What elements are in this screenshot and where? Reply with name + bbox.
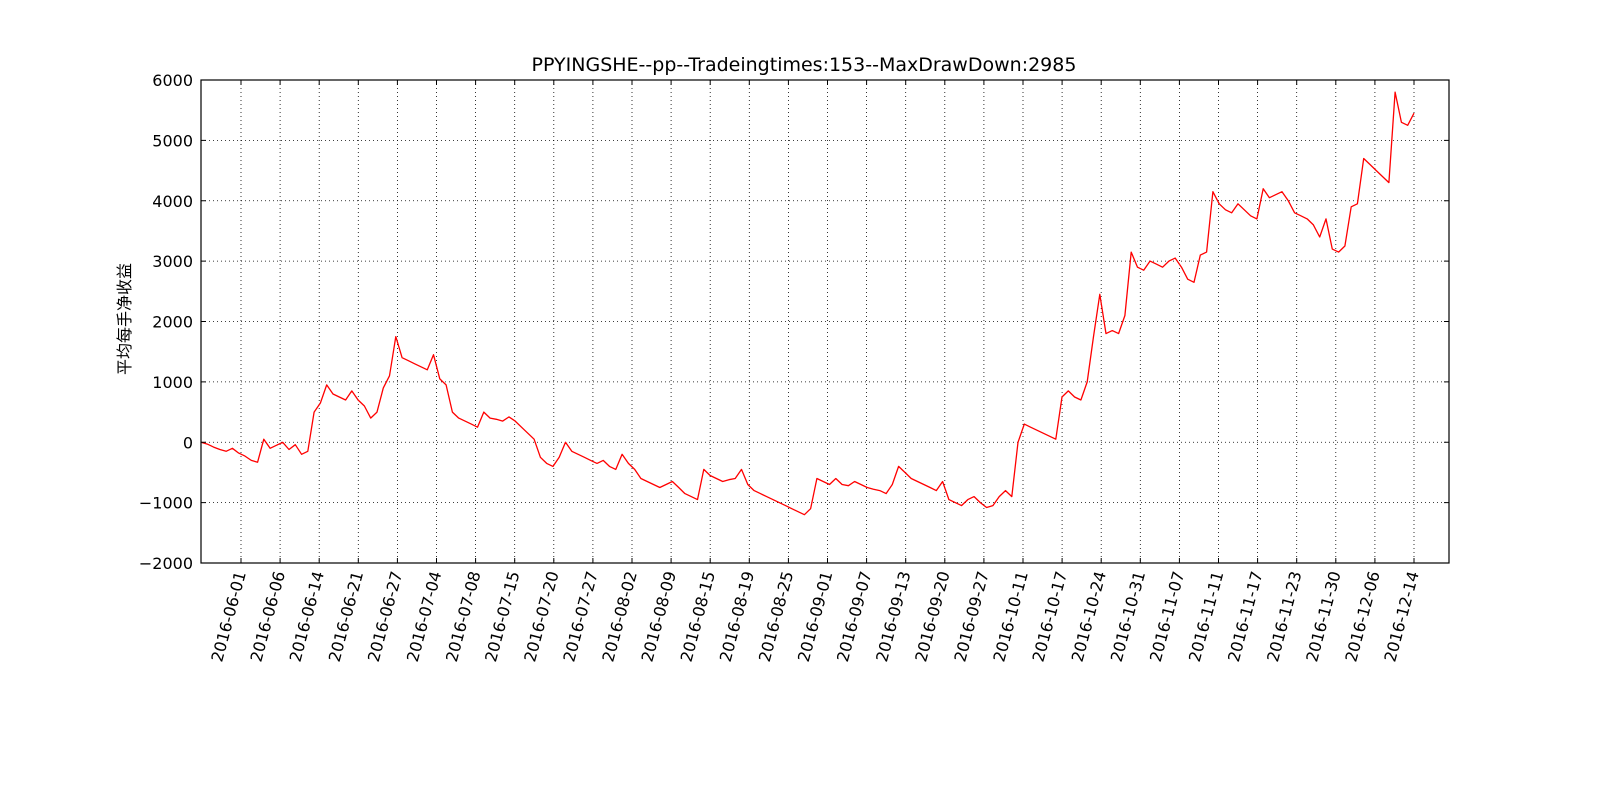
y-tick-label: 6000 <box>152 71 193 90</box>
y-axis-label: 平均每手净收益 <box>115 263 134 375</box>
y-tick-label: −2000 <box>139 554 193 573</box>
chart-title: PPYINGSHE--pp--Tradeingtimes:153--MaxDra… <box>532 54 1077 76</box>
y-tick-label: 3000 <box>152 252 193 271</box>
series-layer <box>200 91 1415 516</box>
y-tick-label: 0 <box>183 433 193 452</box>
grid-lines <box>201 80 1449 563</box>
series-line <box>200 91 1415 516</box>
y-tick-label: 5000 <box>152 131 193 150</box>
y-tick-label: 1000 <box>152 373 193 392</box>
y-ticks: −2000 −1000 0 1000 2000 3000 4000 5000 6000 <box>139 71 1449 573</box>
y-tick-label: −1000 <box>139 494 193 513</box>
y-tick-label: 2000 <box>152 313 193 332</box>
y-tick-label: 4000 <box>152 192 193 211</box>
